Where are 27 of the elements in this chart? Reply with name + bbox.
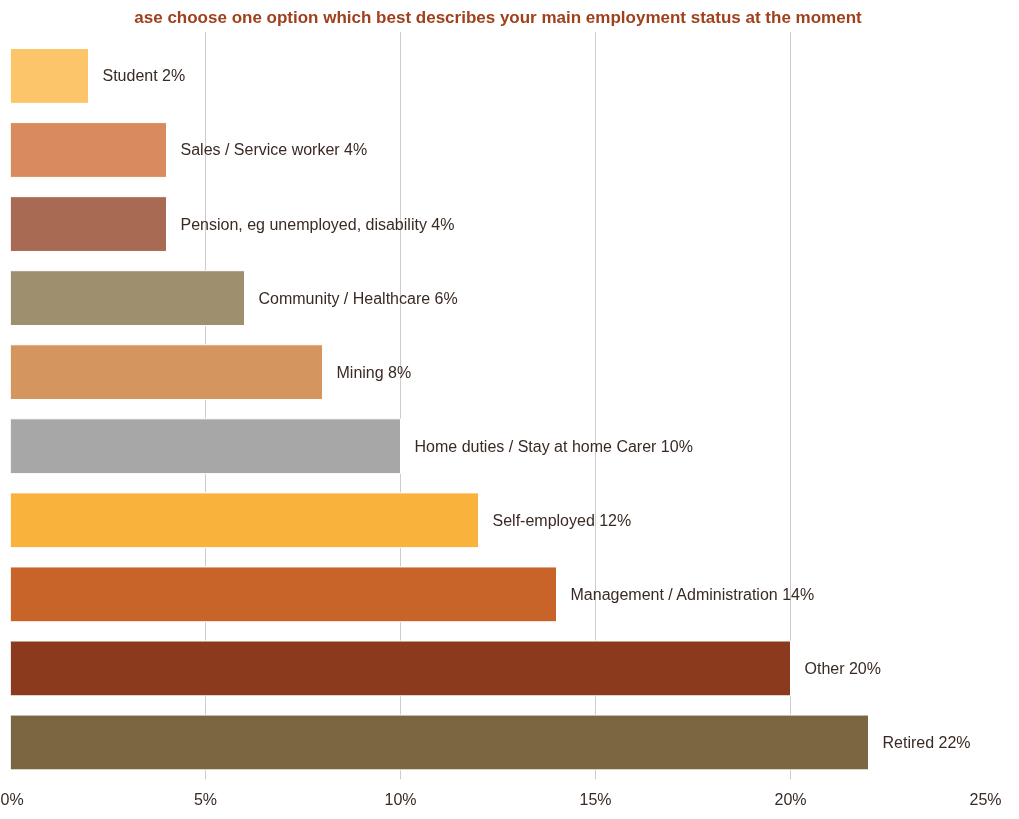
category-label: Retired 22% [882,733,971,751]
category-label: Community / Healthcare 6% [258,289,458,307]
chart-title: ase choose one option which best describes your main employment status at the moment [134,7,863,27]
category-label: Management / Administration 14% [570,585,815,603]
category-label: Self-employed 12% [492,511,632,529]
bar [10,714,869,771]
bar [10,270,245,327]
bar [10,196,167,252]
bar [10,492,479,549]
category-label: Other 20% [804,659,881,677]
x-tick-label: 0% [0,790,24,808]
bar [10,640,791,697]
bar [10,122,167,178]
x-tick-label: 25% [969,790,1002,808]
category-label: Mining 8% [336,363,412,381]
bar [10,418,401,475]
category-label: Home duties / Stay at home Carer 10% [414,437,693,455]
bar [10,566,557,623]
x-tick-label: 10% [384,790,417,808]
x-tick-label: 15% [579,790,612,808]
category-label: Student 2% [102,67,186,85]
bar [10,344,323,401]
category-label: Sales / Service worker 4% [180,141,368,159]
bar [10,48,89,104]
category-label: Pension, eg unemployed, disability 4% [180,215,455,233]
x-tick-label: 5% [193,790,218,808]
x-tick-label: 20% [774,790,807,808]
